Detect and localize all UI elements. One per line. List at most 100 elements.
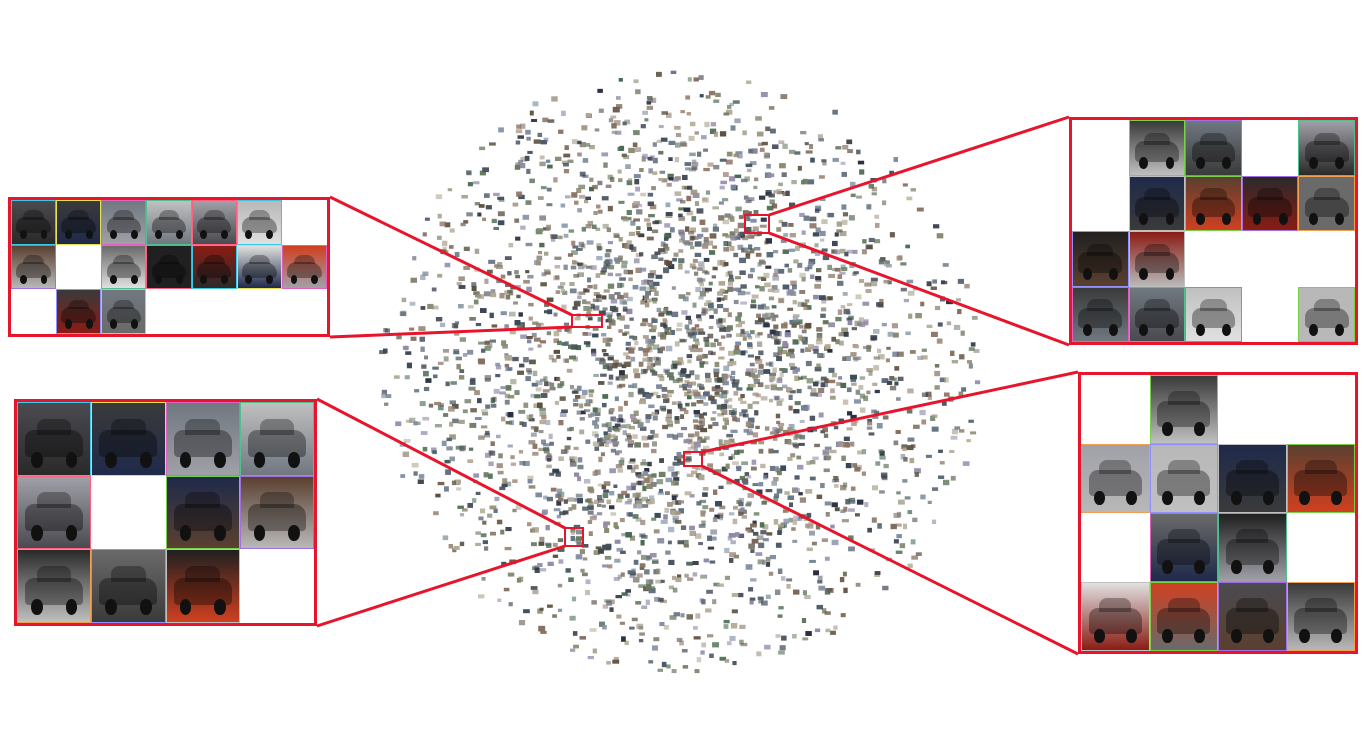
embedding-point xyxy=(792,316,799,322)
car-thumbnail xyxy=(191,200,237,245)
embedding-point xyxy=(852,249,858,254)
callout-source-region xyxy=(564,527,584,547)
embedding-point xyxy=(706,589,713,594)
embedding-point xyxy=(635,472,642,476)
embedding-point xyxy=(615,464,623,469)
embedding-point xyxy=(660,335,667,340)
embedding-point xyxy=(442,535,449,541)
embedding-point xyxy=(719,185,725,190)
car-thumbnail xyxy=(1149,513,1218,582)
embedding-point xyxy=(734,345,740,351)
embedding-point xyxy=(413,421,418,426)
embedding-point xyxy=(772,288,780,293)
embedding-point xyxy=(779,372,784,377)
embedding-point xyxy=(841,267,848,271)
embedding-point xyxy=(796,388,802,394)
embedding-point xyxy=(666,331,672,335)
embedding-point xyxy=(616,314,622,320)
embedding-point xyxy=(510,379,517,385)
car-thumbnail xyxy=(91,402,166,476)
embedding-point xyxy=(765,561,771,567)
embedding-point xyxy=(857,356,862,361)
embedding-point xyxy=(556,355,561,359)
embedding-point xyxy=(490,441,495,446)
wheel-icon xyxy=(40,230,48,240)
embedding-point xyxy=(813,392,819,397)
embedding-point xyxy=(884,261,890,267)
embedding-point xyxy=(514,218,520,223)
embedding-point xyxy=(587,277,592,283)
embedding-point xyxy=(563,264,568,270)
car-cabin-shape xyxy=(248,255,270,265)
embedding-point xyxy=(805,347,812,352)
embedding-point xyxy=(693,636,701,640)
embedding-point xyxy=(814,208,820,213)
embedding-point xyxy=(587,307,593,312)
embedding-point xyxy=(681,368,686,372)
embedding-point xyxy=(678,294,686,299)
embedding-point xyxy=(726,480,733,485)
embedding-point xyxy=(684,324,690,330)
embedding-point xyxy=(624,438,630,442)
embedding-point xyxy=(533,337,541,342)
embedding-point xyxy=(505,421,512,425)
embedding-point xyxy=(881,378,889,383)
embedding-point xyxy=(853,357,859,362)
embedding-point xyxy=(586,240,594,245)
embedding-point xyxy=(876,423,883,429)
embedding-point xyxy=(646,222,651,227)
embedding-point xyxy=(840,305,846,309)
embedding-point xyxy=(642,110,648,115)
embedding-point xyxy=(755,333,761,338)
embedding-point xyxy=(832,157,839,162)
embedding-point xyxy=(415,421,421,425)
embedding-point xyxy=(515,285,521,289)
embedding-point xyxy=(692,192,700,198)
embedding-point xyxy=(616,313,621,317)
embedding-point xyxy=(480,533,487,538)
embedding-point xyxy=(950,435,958,440)
embedding-point xyxy=(701,599,706,605)
embedding-point xyxy=(694,241,702,247)
embedding-point xyxy=(842,442,850,448)
embedding-point xyxy=(584,403,591,407)
embedding-point xyxy=(474,202,481,206)
embedding-point xyxy=(587,656,594,660)
embedding-point xyxy=(778,650,785,655)
embedding-point xyxy=(665,550,671,555)
embedding-point xyxy=(727,536,733,541)
embedding-point xyxy=(755,425,760,430)
embedding-point xyxy=(864,502,869,508)
embedding-point xyxy=(746,529,752,533)
embedding-point xyxy=(627,498,633,502)
embedding-point xyxy=(684,241,691,246)
embedding-point xyxy=(778,182,783,187)
embedding-point xyxy=(482,411,489,416)
embedding-point xyxy=(639,252,644,257)
embedding-point xyxy=(414,389,420,393)
embedding-point xyxy=(712,421,719,427)
embedding-point xyxy=(768,296,775,301)
embedding-point xyxy=(790,280,797,286)
embedding-point xyxy=(773,477,779,482)
wheel-icon xyxy=(1109,268,1118,281)
embedding-point xyxy=(807,385,812,390)
embedding-point xyxy=(805,360,812,367)
embedding-point xyxy=(602,295,607,300)
embedding-point xyxy=(757,559,765,565)
embedding-point xyxy=(771,203,778,209)
embedding-point xyxy=(574,472,580,477)
embedding-point xyxy=(625,355,631,360)
embedding-point xyxy=(765,316,771,320)
embedding-point xyxy=(801,276,806,282)
embedding-point xyxy=(785,190,790,196)
embedding-point xyxy=(597,88,603,93)
embedding-point xyxy=(708,326,714,330)
embedding-point xyxy=(773,437,778,441)
embedding-point xyxy=(635,601,642,605)
embedding-point xyxy=(514,320,521,326)
wheel-icon xyxy=(214,599,226,615)
embedding-point xyxy=(791,323,797,328)
embedding-point xyxy=(584,199,589,204)
embedding-point xyxy=(726,374,732,378)
